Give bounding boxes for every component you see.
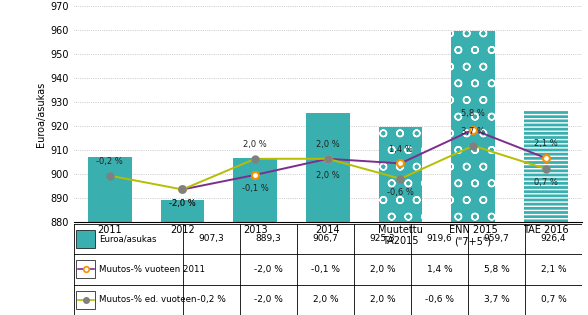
Text: 3,7 %: 3,7 % <box>461 127 485 136</box>
Bar <box>76 291 95 309</box>
Text: 926,4: 926,4 <box>541 234 566 243</box>
Text: -0,2 %: -0,2 % <box>96 157 123 166</box>
Text: 906,7: 906,7 <box>313 234 338 243</box>
Bar <box>379 127 422 222</box>
Bar <box>76 230 95 248</box>
Text: 959,7: 959,7 <box>484 234 509 243</box>
Text: 2,0 %: 2,0 % <box>370 265 395 274</box>
Text: 2,0 %: 2,0 % <box>316 171 340 180</box>
Bar <box>379 127 422 222</box>
Text: 919,6: 919,6 <box>427 234 452 243</box>
Text: 0,7 %: 0,7 % <box>534 178 558 187</box>
Bar <box>524 111 567 222</box>
Text: 2,1 %: 2,1 % <box>534 140 557 148</box>
Text: -2,0 %: -2,0 % <box>254 265 283 274</box>
Bar <box>76 260 95 278</box>
Text: -0,1 %: -0,1 % <box>311 265 340 274</box>
Text: -0,6 %: -0,6 % <box>425 295 454 304</box>
Bar <box>233 158 277 222</box>
Text: 2,1 %: 2,1 % <box>541 265 566 274</box>
Text: -0,2 %: -0,2 % <box>197 295 226 304</box>
Text: 3,7 %: 3,7 % <box>484 295 509 304</box>
Text: 925,3: 925,3 <box>370 234 395 243</box>
Text: -0,1 %: -0,1 % <box>242 185 269 193</box>
Text: 2,0 %: 2,0 % <box>316 140 340 149</box>
Y-axis label: Euroa/asukas: Euroa/asukas <box>36 82 46 147</box>
Bar <box>452 31 495 222</box>
Bar <box>452 31 495 222</box>
Bar <box>161 200 204 222</box>
Text: 1,4 %: 1,4 % <box>427 265 452 274</box>
Text: Muutos-% ed. vuoteen: Muutos-% ed. vuoteen <box>99 295 197 304</box>
Text: -0,6 %: -0,6 % <box>387 188 414 197</box>
Text: 907,3: 907,3 <box>199 234 224 243</box>
Text: -2,0 %: -2,0 % <box>169 199 196 208</box>
Text: -2,0 %: -2,0 % <box>254 295 283 304</box>
Text: Muutos-% vuoteen 2011: Muutos-% vuoteen 2011 <box>99 265 205 274</box>
Text: 1,4 %: 1,4 % <box>389 145 412 154</box>
Text: -2,0 %: -2,0 % <box>169 199 196 208</box>
Text: 2,0 %: 2,0 % <box>313 295 338 304</box>
Text: 0,7 %: 0,7 % <box>541 295 566 304</box>
Text: 889,3: 889,3 <box>256 234 281 243</box>
Text: 2,0 %: 2,0 % <box>243 140 267 149</box>
Bar <box>524 111 567 222</box>
Text: 5,8 %: 5,8 % <box>484 265 509 274</box>
Text: 2,0 %: 2,0 % <box>370 295 395 304</box>
Text: 5,8 %: 5,8 % <box>461 109 485 117</box>
Bar <box>88 157 132 222</box>
Text: Euroa/asukas: Euroa/asukas <box>99 234 157 243</box>
Bar <box>306 113 350 222</box>
